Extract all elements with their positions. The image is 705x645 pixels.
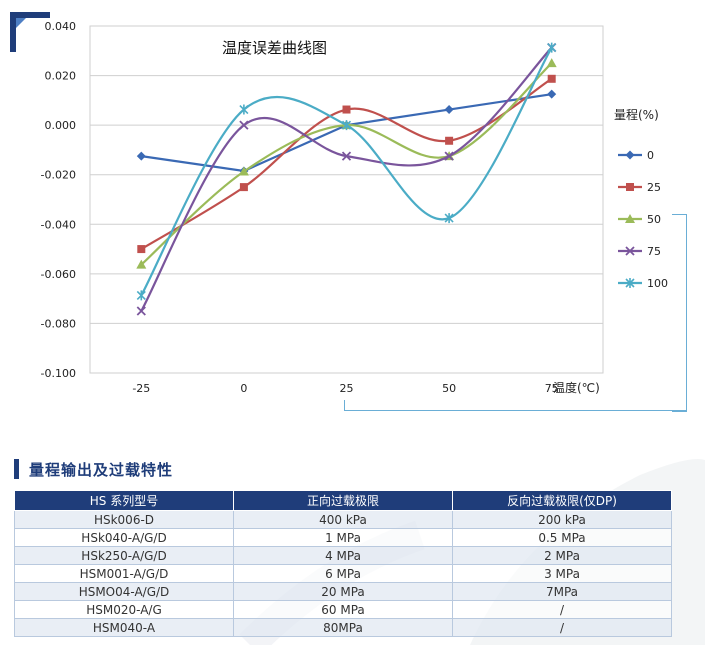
table-row: HSMO04-A/G/D 20 MPa 7MPa	[14, 582, 672, 601]
x-tick-label: 75	[545, 382, 559, 395]
cell-model: HSk006-D	[14, 510, 234, 529]
cell-forward-limit: 6 MPa	[233, 564, 453, 583]
legend-entry-label: 50	[647, 213, 661, 226]
corner-accent-shape	[10, 12, 50, 52]
chart-title: 温度误差曲线图	[222, 39, 327, 57]
data-point-75	[239, 120, 249, 130]
data-point-100	[444, 213, 454, 224]
data-point-50	[238, 166, 249, 176]
series-line-50	[140, 62, 553, 266]
header-forward-limit: 正向过载极限	[233, 490, 453, 511]
x-axis-label: 温度(℃)	[553, 380, 600, 395]
series-line-75	[140, 46, 553, 312]
header-reverse-limit: 反向过载极限(仅DP)	[452, 490, 672, 511]
y-tick-label: 0.000	[45, 119, 77, 132]
y-tick-label: 0.040	[45, 20, 77, 33]
cell-forward-limit: 4 MPa	[233, 546, 453, 565]
legend-entry-label: 75	[647, 245, 661, 258]
legend-entry-label: 100	[647, 277, 668, 290]
cell-model: HSM001-A/G/D	[14, 564, 234, 583]
cell-reverse-limit: 200 kPa	[452, 510, 672, 529]
data-point-75	[341, 151, 352, 161]
data-point-100	[341, 120, 352, 131]
cell-forward-limit: 20 MPa	[233, 582, 453, 601]
cell-reverse-limit: /	[452, 618, 672, 637]
data-point-50	[136, 259, 147, 269]
data-point-75	[444, 151, 454, 161]
cell-reverse-limit: /	[452, 600, 672, 619]
data-point-0	[444, 105, 454, 115]
section-heading-bar	[14, 459, 19, 479]
table-header-row: HS 系列型号 正向过载极限 反向过载极限(仅DP)	[14, 490, 672, 511]
y-tick-label: -0.100	[41, 367, 76, 380]
cell-model: HSMO04-A/G/D	[14, 582, 234, 601]
cell-forward-limit: 400 kPa	[233, 510, 453, 529]
table-row: HSM001-A/G/D 6 MPa 3 MPa	[14, 564, 672, 583]
x-tick-label: 50	[442, 382, 456, 395]
data-point-25	[239, 183, 248, 192]
section-heading-text: 量程输出及过载特性	[29, 460, 174, 479]
y-tick-label: 0.020	[45, 70, 77, 83]
cell-model: HSk040-A/G/D	[14, 528, 234, 547]
legend-marker-100	[625, 278, 635, 288]
bracket-connector-right	[672, 214, 687, 412]
data-point-25	[137, 245, 146, 254]
temperature-error-chart: 0.040 0.020 0.000 -0.020 -0.040 -0.060 -0.080 -…	[10, 12, 687, 412]
legend-marker-75	[625, 246, 635, 256]
cell-reverse-limit: 2 MPa	[452, 546, 672, 565]
data-point-100	[547, 42, 557, 53]
y-tick-label: -0.040	[41, 218, 76, 231]
y-tick-label: -0.020	[41, 169, 76, 182]
legend-entry-label: 0	[647, 149, 654, 162]
cell-model: HSk250-A/G/D	[14, 546, 234, 565]
data-point-0	[547, 89, 557, 99]
cell-model: HSM040-A	[14, 618, 234, 637]
x-tick-label: 0	[240, 382, 247, 395]
y-tick-label: -0.080	[41, 317, 76, 330]
legend-marker-50	[625, 214, 635, 223]
cell-reverse-limit: 0.5 MPa	[452, 528, 672, 547]
data-point-100	[136, 290, 146, 301]
table-row: HSk250-A/G/D 4 MPa 2 MPa	[14, 546, 672, 565]
table-row: HSM040-A 80MPa /	[14, 618, 672, 637]
cell-reverse-limit: 7MPa	[452, 582, 672, 601]
data-point-100	[239, 104, 249, 115]
cell-model: HSM020-A/G	[14, 600, 234, 619]
x-tick-label: 25	[340, 382, 354, 395]
cell-reverse-limit: 3 MPa	[452, 564, 672, 583]
data-point-50	[546, 58, 557, 68]
table-row: HSM020-A/G 60 MPa /	[14, 600, 672, 619]
section-heading: 量程输出及过载特性	[14, 458, 173, 480]
data-point-0	[136, 151, 146, 161]
legend-title: 量程(%)	[614, 107, 659, 122]
data-point-25	[547, 74, 556, 83]
bracket-connector-bottom	[344, 400, 687, 411]
cell-forward-limit: 80MPa	[233, 618, 453, 637]
legend-marker-0	[625, 150, 635, 160]
legend-entry-label: 25	[647, 181, 661, 194]
chart-canvas: 0.040 0.020 0.000 -0.020 -0.040 -0.060 -0.080 -…	[41, 20, 668, 395]
data-point-25	[342, 105, 351, 114]
data-point-75	[136, 306, 146, 316]
overload-spec-table: HS 系列型号 正向过载极限 反向过载极限(仅DP) HSk006-D 400 …	[14, 490, 672, 637]
table-row: HSk006-D 400 kPa 200 kPa	[14, 510, 672, 529]
series-line-100	[140, 46, 553, 296]
x-tick-label: -25	[132, 382, 150, 395]
cell-forward-limit: 60 MPa	[233, 600, 453, 619]
table-row: HSk040-A/G/D 1 MPa 0.5 MPa	[14, 528, 672, 547]
cell-forward-limit: 1 MPa	[233, 528, 453, 547]
header-model: HS 系列型号	[14, 490, 234, 511]
legend-marker-25	[626, 183, 634, 191]
y-tick-label: -0.060	[41, 268, 76, 281]
data-point-25	[445, 136, 454, 145]
